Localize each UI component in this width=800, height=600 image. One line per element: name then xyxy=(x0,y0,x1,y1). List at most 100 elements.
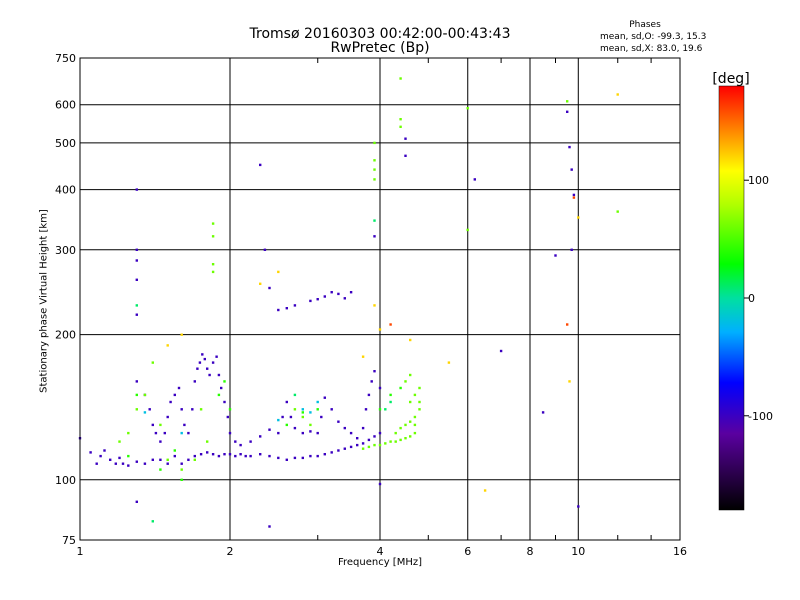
scatter-point xyxy=(180,333,183,336)
scatter-point xyxy=(323,396,326,399)
scatter-point xyxy=(191,408,194,411)
scatter-point xyxy=(180,462,183,465)
scatter-point xyxy=(404,137,407,140)
scatter-point xyxy=(361,426,365,430)
scatter-point xyxy=(173,449,176,452)
scatter-point xyxy=(166,458,169,461)
scatter-point xyxy=(183,423,186,427)
scatter-point xyxy=(239,453,242,456)
colorbar-label: [deg] xyxy=(712,71,749,87)
scatter-point xyxy=(378,328,382,331)
data-points xyxy=(78,77,619,528)
scatter-point xyxy=(404,154,407,157)
scatter-point xyxy=(135,304,138,307)
scatter-point xyxy=(206,440,209,443)
scatter-point xyxy=(203,357,206,361)
scatter-point xyxy=(413,393,417,397)
scatter-point xyxy=(418,408,421,411)
scatter-point xyxy=(268,525,271,528)
scatter-point xyxy=(196,367,199,370)
scatter-point xyxy=(211,222,215,225)
scatter-point xyxy=(323,295,326,298)
scatter-point xyxy=(566,110,569,113)
scatter-point xyxy=(103,449,106,452)
scatter-point xyxy=(127,454,130,458)
scatter-point xyxy=(399,426,402,430)
scatter-point xyxy=(289,415,293,419)
scatter-point xyxy=(483,489,487,492)
scatter-point xyxy=(418,400,421,404)
scatter-point xyxy=(277,308,280,312)
scatter-point xyxy=(389,440,392,443)
scatter-point xyxy=(109,458,112,461)
scatter-point xyxy=(413,415,417,419)
scatter-point xyxy=(309,423,312,427)
scatter-point xyxy=(389,323,392,326)
stats-title: Phases xyxy=(629,20,661,30)
colorbar-tick-label: 100 xyxy=(748,174,769,187)
scatter-point xyxy=(166,415,169,419)
scatter-point xyxy=(211,235,215,238)
scatter-point xyxy=(159,440,162,443)
x-tick-label: 16 xyxy=(673,545,687,558)
scatter-point xyxy=(309,299,312,303)
scatter-point xyxy=(316,454,319,458)
y-tick-label: 100 xyxy=(55,474,76,487)
scatter-point xyxy=(499,349,503,353)
scatter-point xyxy=(373,443,376,447)
scatter-point xyxy=(409,435,412,438)
scatter-point xyxy=(166,344,169,347)
scatter-point xyxy=(409,373,412,377)
scatter-point xyxy=(566,323,569,326)
scatter-point xyxy=(413,423,417,427)
scatter-point xyxy=(211,453,215,456)
scatter-point xyxy=(211,361,215,364)
chart-subtitle: RwPretec (Bp) xyxy=(330,40,430,56)
scatter-point xyxy=(568,380,571,383)
scatter-point xyxy=(301,431,304,435)
scatter-point xyxy=(293,426,297,430)
scatter-point xyxy=(223,453,226,456)
scatter-point xyxy=(384,442,387,445)
scatter-point xyxy=(263,248,267,251)
scatter-point xyxy=(285,400,288,404)
scatter-point xyxy=(215,355,218,358)
colorbar xyxy=(718,85,745,511)
scatter-point xyxy=(159,458,162,461)
scatter-point xyxy=(616,210,619,213)
scatter-point xyxy=(135,259,138,262)
scatter-point xyxy=(309,454,312,458)
scatter-point xyxy=(148,408,151,411)
scatter-point xyxy=(409,420,412,423)
scatter-point xyxy=(118,440,121,443)
scatter-point xyxy=(337,420,340,423)
scatter-point xyxy=(143,411,147,414)
scatter-point xyxy=(223,400,226,404)
scatter-point xyxy=(373,168,376,171)
scatter-point xyxy=(293,456,297,460)
scatter-point xyxy=(384,408,387,411)
scatter-point xyxy=(394,440,397,443)
scatter-point xyxy=(566,100,569,103)
scatter-point xyxy=(301,415,304,419)
scatter-point xyxy=(135,188,138,191)
scatter-point xyxy=(389,400,392,404)
scatter-point xyxy=(249,454,252,458)
scatter-point xyxy=(473,178,476,181)
scatter-point xyxy=(541,411,545,414)
scatter-point xyxy=(223,380,226,383)
scatter-point xyxy=(199,453,203,456)
scatter-point xyxy=(343,297,346,300)
scatter-point xyxy=(367,445,371,449)
scatter-point xyxy=(154,431,158,435)
scatter-point xyxy=(349,291,353,294)
scatter-point xyxy=(330,408,333,411)
scatter-point xyxy=(187,431,190,435)
scatter-point xyxy=(143,462,147,465)
scatter-point xyxy=(323,453,326,456)
scatter-point xyxy=(293,393,297,397)
scatter-point xyxy=(180,408,183,411)
scatter-point xyxy=(378,482,382,486)
scatter-point xyxy=(268,286,271,290)
tick-labels: 1 2 4 6 8 10 16 75 100 200 300 400 500 600 750 xyxy=(55,52,687,558)
